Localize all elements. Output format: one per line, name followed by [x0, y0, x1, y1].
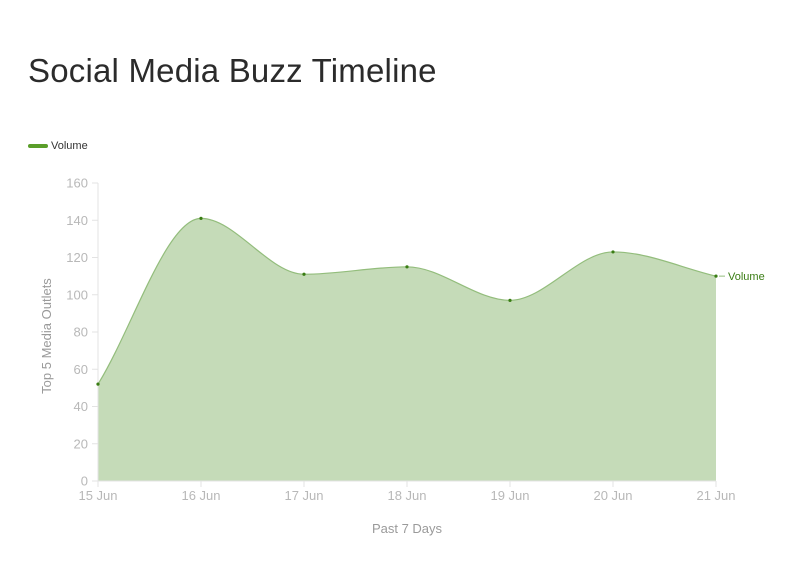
- legend-swatch: [28, 144, 48, 148]
- y-tick-label: 40: [74, 399, 88, 414]
- x-tick-label: 19 Jun: [490, 488, 529, 503]
- area-fill: [98, 218, 716, 481]
- x-tick-label: 21 Jun: [696, 488, 735, 503]
- y-tick-label: 100: [66, 287, 88, 302]
- x-tick-label: 16 Jun: [181, 488, 220, 503]
- data-point: [611, 250, 615, 254]
- data-point: [302, 272, 306, 276]
- data-point: [508, 298, 512, 302]
- data-point: [714, 274, 718, 278]
- x-tick-label: 15 Jun: [78, 488, 117, 503]
- data-point: [405, 265, 409, 269]
- y-tick-label: 120: [66, 250, 88, 265]
- data-point: [96, 382, 100, 386]
- x-axis-title: Past 7 Days: [372, 521, 443, 536]
- data-point: [199, 216, 203, 220]
- chart-legend[interactable]: Volume: [28, 140, 88, 152]
- y-tick-label: 140: [66, 213, 88, 228]
- y-tick-label: 20: [74, 436, 88, 451]
- y-tick-label: 80: [74, 325, 88, 340]
- chart-title: Social Media Buzz Timeline: [28, 52, 437, 89]
- y-tick-label: 0: [81, 474, 88, 489]
- y-axis-title: Top 5 Media Outlets: [39, 278, 54, 394]
- series-end-label: Volume: [728, 271, 765, 283]
- x-tick-label: 17 Jun: [284, 488, 323, 503]
- x-tick-label: 18 Jun: [387, 488, 426, 503]
- legend-label: Volume: [51, 140, 88, 152]
- y-tick-label: 60: [74, 362, 88, 377]
- y-tick-label: 160: [66, 176, 88, 191]
- x-tick-label: 20 Jun: [593, 488, 632, 503]
